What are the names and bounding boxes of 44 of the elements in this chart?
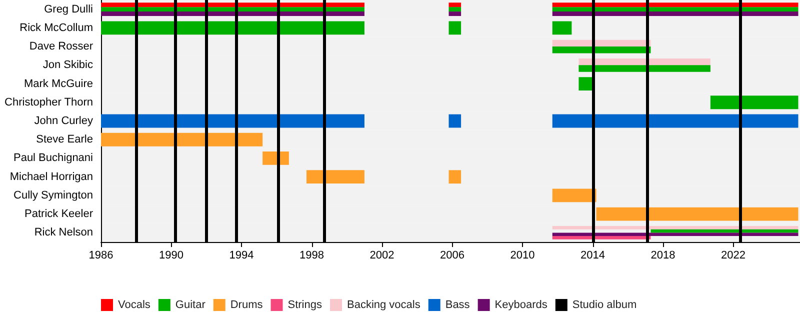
y-tick-label: Rick McCollum bbox=[20, 22, 93, 34]
legend-label: Strings bbox=[288, 299, 322, 311]
bar bbox=[596, 207, 798, 221]
legend-label: Vocals bbox=[118, 299, 151, 311]
x-tick-label: 1994 bbox=[229, 250, 254, 262]
legend-label: Studio album bbox=[572, 299, 637, 311]
bar bbox=[552, 2, 798, 8]
bar bbox=[448, 170, 462, 184]
bar bbox=[101, 2, 364, 8]
bar bbox=[552, 12, 798, 16]
y-tick-label: John Curley bbox=[34, 115, 94, 127]
x-tick-label: 2010 bbox=[510, 250, 535, 262]
bar bbox=[448, 12, 462, 16]
y-tick-label: Mark McGuire bbox=[24, 78, 93, 90]
y-tick-label: Cully Symington bbox=[14, 189, 93, 202]
y-tick-label: Patrick Keeler bbox=[24, 208, 94, 220]
x-tick-label: 1990 bbox=[159, 250, 184, 262]
y-tick-label: Christopher Thorn bbox=[4, 96, 93, 108]
x-tick-label: 2022 bbox=[721, 250, 746, 262]
y-tick-label: Michael Horrigan bbox=[10, 170, 93, 183]
legend-label: Keyboards bbox=[494, 299, 548, 311]
x-tick-label: 1986 bbox=[88, 250, 114, 262]
x-tick-label: 1998 bbox=[300, 250, 324, 262]
bar bbox=[552, 188, 596, 202]
x-tick-label: 2018 bbox=[650, 250, 676, 262]
y-tick-label: Rick Nelson bbox=[34, 226, 93, 239]
legend-label: Drums bbox=[230, 299, 264, 311]
bar bbox=[262, 152, 289, 165]
bar bbox=[101, 12, 364, 16]
legend-label: Backing vocals bbox=[346, 299, 421, 311]
bar bbox=[448, 114, 462, 128]
legend-label: Bass bbox=[445, 299, 470, 311]
x-tick-label: 2014 bbox=[580, 250, 605, 262]
bar bbox=[101, 132, 263, 146]
x-tick-label: 2006 bbox=[440, 250, 464, 262]
y-tick-label: Dave Rosser bbox=[29, 40, 94, 53]
y-tick-label: Jon Skibic bbox=[42, 59, 94, 72]
bar bbox=[448, 2, 462, 8]
y-tick-label: Steve Earle bbox=[36, 134, 93, 146]
y-tick-label: Paul Buchignani bbox=[13, 152, 93, 164]
y-tick-label: Greg Dulli bbox=[44, 3, 93, 16]
x-tick-label: 2002 bbox=[370, 250, 394, 262]
bar bbox=[306, 170, 364, 184]
legend-label: Guitar bbox=[175, 299, 206, 311]
